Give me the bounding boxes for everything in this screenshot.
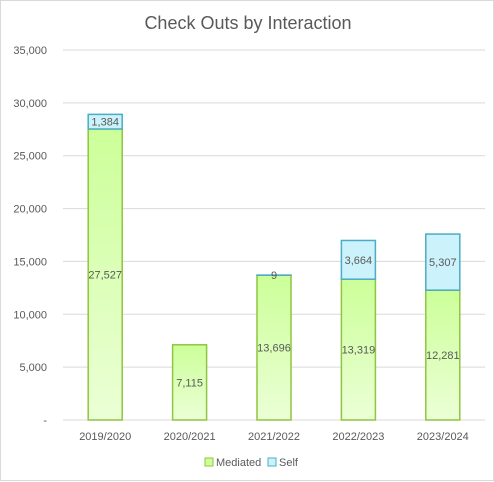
x-axis-tick-labels: 2019/2020 2020/2021 2021/2022 2022/2023 2023… (79, 431, 469, 443)
data-label-mediated: 7,115 (176, 377, 203, 389)
data-label-mediated: 12,281 (426, 350, 460, 362)
x-tick-label: 2021/2022 (248, 431, 300, 443)
legend-label-self: Self (279, 457, 299, 469)
y-tick-label: 5,000 (19, 362, 47, 374)
data-label-mediated: 13,319 (342, 345, 376, 357)
legend-label-mediated: Mediated (216, 457, 261, 469)
y-tick-label: 30,000 (13, 98, 47, 110)
x-tick-label: 2023/2024 (417, 431, 469, 443)
x-tick-label: 2020/2021 (164, 431, 216, 443)
data-label-self: 5,307 (429, 257, 457, 269)
x-tick-label: 2019/2020 (79, 431, 131, 443)
y-tick-label: 25,000 (13, 151, 47, 163)
y-tick-label: 35,000 (13, 45, 47, 57)
chart-title: Check Outs by Interaction (144, 13, 351, 33)
y-tick-label: 15,000 (13, 256, 47, 268)
legend: Mediated Self (205, 457, 299, 469)
bars: 27,527 1,384 7,115 13,696 9 13,319 3,664 12,281… (88, 114, 460, 420)
y-tick-label: 10,000 (13, 309, 47, 321)
data-label-mediated: 13,696 (257, 343, 291, 355)
data-label-self: 9 (271, 270, 277, 282)
legend-swatch-mediated (205, 458, 213, 466)
x-tick-label: 2022/2023 (332, 431, 384, 443)
data-label-self: 1,384 (91, 117, 119, 129)
y-tick-label: - (43, 415, 47, 427)
data-label-mediated: 27,527 (88, 270, 122, 282)
y-tick-label: 20,000 (13, 204, 47, 216)
data-label-self: 3,664 (345, 255, 373, 267)
legend-swatch-self (268, 458, 276, 466)
y-axis-tick-labels: - 5,000 10,000 15,000 20,000 25,000 30,000 35,0… (13, 45, 47, 427)
